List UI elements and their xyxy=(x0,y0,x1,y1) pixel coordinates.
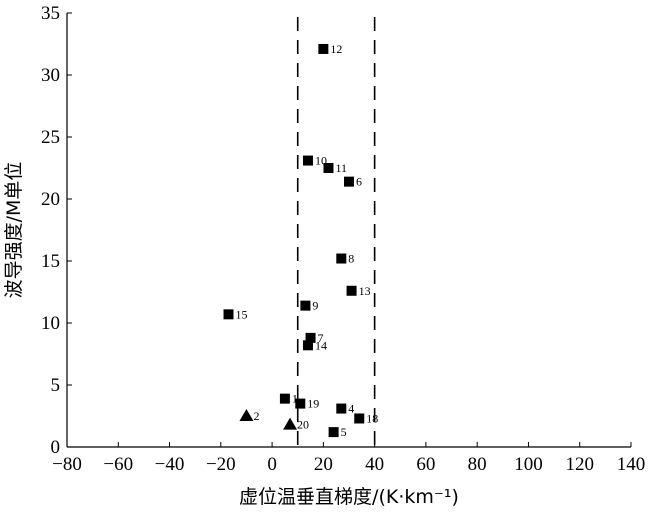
point-marker-square xyxy=(302,155,313,166)
x-tick-label: 120 xyxy=(565,454,594,475)
x-tick-label: −40 xyxy=(155,454,185,475)
y-tick-label: 30 xyxy=(41,65,60,86)
y-tick-label: 5 xyxy=(51,375,61,396)
point-label: 14 xyxy=(315,338,327,352)
point-label: 15 xyxy=(236,307,248,321)
point-label: 13 xyxy=(359,284,371,298)
x-tick-label: −60 xyxy=(103,454,133,475)
point-marker-square xyxy=(328,427,339,438)
point-marker-square xyxy=(323,163,334,173)
point-marker-square xyxy=(336,403,347,414)
point-marker-square xyxy=(300,300,311,311)
point-label: 8 xyxy=(348,252,354,266)
y-tick-label: 35 xyxy=(41,3,60,24)
y-tick-label: 25 xyxy=(41,127,60,148)
point-label: 5 xyxy=(341,425,347,439)
x-tick-label: 40 xyxy=(365,454,384,475)
point-label: 4 xyxy=(348,402,354,416)
x-axis-ticks: −80 −60 −40 −20 0 20 40 60 80 100 120 140 xyxy=(52,442,645,475)
y-axis-title: 波导强度/M单位 xyxy=(3,162,25,299)
y-tick-label: 0 xyxy=(51,437,61,458)
x-tick-label: 80 xyxy=(468,454,487,475)
x-tick-label: 60 xyxy=(416,454,435,475)
x-tick-label: 100 xyxy=(514,454,543,475)
point-label: 7 xyxy=(318,331,324,345)
y-axis-ticks: 0 5 10 15 20 25 30 35 xyxy=(41,3,72,458)
x-axis-title: 虚位温垂直梯度/(K·km⁻¹) xyxy=(239,486,459,508)
point-marker-square xyxy=(279,393,290,404)
point-label: 12 xyxy=(330,42,342,56)
point-marker-square xyxy=(305,332,316,343)
x-tick-label: 20 xyxy=(314,454,333,475)
y-tick-label: 20 xyxy=(41,189,60,210)
point-marker-square xyxy=(354,413,365,424)
point-marker-square xyxy=(295,398,306,409)
y-tick-label: 15 xyxy=(41,251,60,272)
point-marker-square xyxy=(344,176,354,187)
point-label: 20 xyxy=(297,418,309,432)
x-tick-label: −80 xyxy=(52,454,82,475)
x-tick-label: 140 xyxy=(617,454,646,475)
x-tick-label: 0 xyxy=(267,454,277,475)
point-label: 11 xyxy=(335,161,347,175)
point-label: 1 xyxy=(292,392,298,406)
point-label: 18 xyxy=(366,411,378,425)
point-label: 9 xyxy=(312,299,318,313)
point-marker-square xyxy=(302,340,313,351)
point-marker-triangle xyxy=(283,417,298,430)
y-tick-label: 10 xyxy=(41,313,60,334)
point-marker-square xyxy=(336,253,347,264)
axes xyxy=(66,13,631,448)
reference-lines xyxy=(296,17,376,447)
point-label: 19 xyxy=(307,397,319,411)
x-tick-label: −20 xyxy=(206,454,236,475)
point-label: 2 xyxy=(253,409,259,423)
point-label: 6 xyxy=(356,175,362,189)
point-marker-triangle xyxy=(239,409,254,421)
point-marker-square xyxy=(346,285,357,296)
point-marker-square xyxy=(223,309,234,320)
point-marker-square xyxy=(318,43,329,54)
